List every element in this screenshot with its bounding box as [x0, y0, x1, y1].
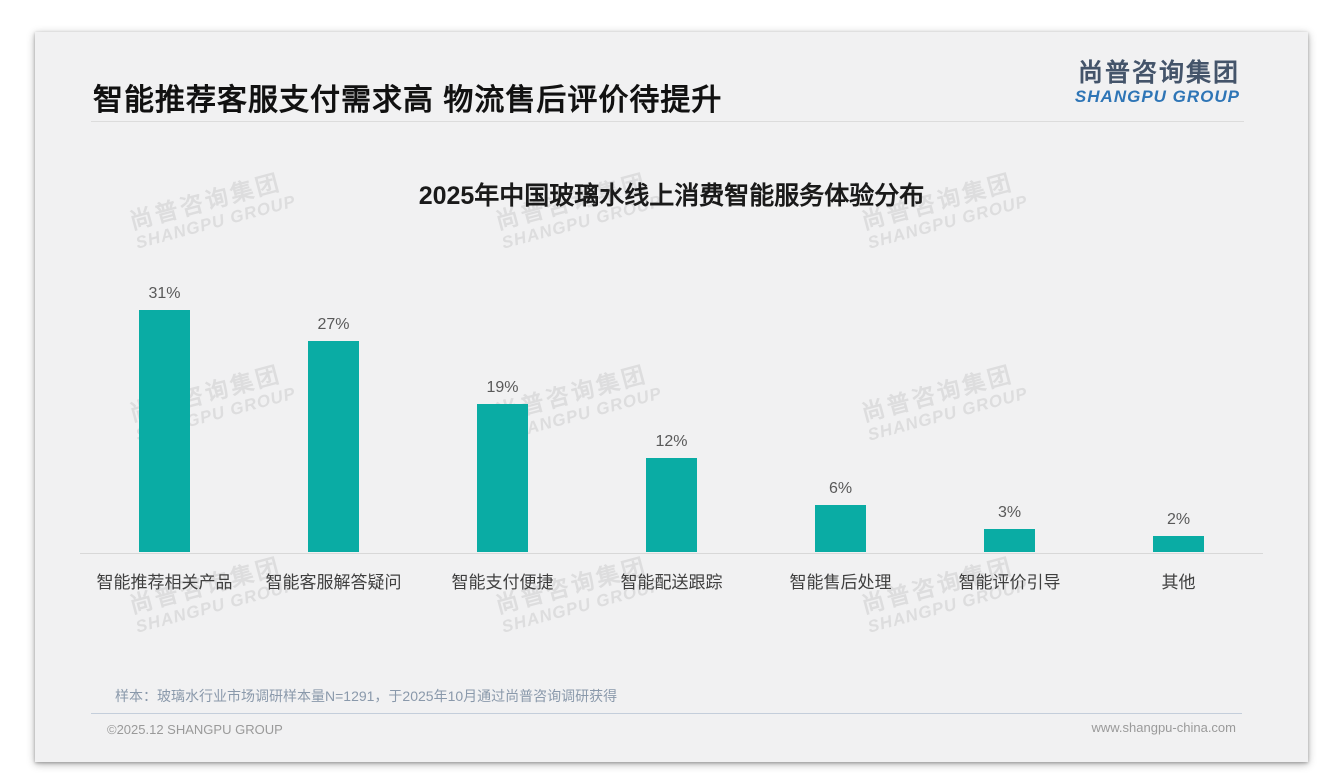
footer-divider — [91, 713, 1242, 714]
bar — [1153, 536, 1204, 552]
bar — [477, 404, 528, 552]
category-row: 智能推荐相关产品 智能客服解答疑问 智能支付便捷 智能配送跟踪 智能售后处理 智能评价引导… — [80, 568, 1263, 593]
bar-value-label: 31% — [148, 285, 181, 302]
bar — [815, 505, 866, 552]
bar — [139, 310, 190, 552]
bar-column: 27% — [249, 316, 418, 552]
slide-card: 尚普咨询集团 SHANGPU GROUP 尚普咨询集团 SHANGPU GROUP 尚普… — [35, 32, 1308, 762]
bar — [308, 341, 359, 552]
category-label: 智能评价引导 — [958, 573, 1061, 592]
category-label: 智能客服解答疑问 — [265, 573, 402, 592]
logo-english-text: SHANGPU GROUP — [1074, 86, 1240, 106]
bar-value-label: 6% — [828, 480, 853, 497]
category-label: 智能支付便捷 — [451, 573, 554, 592]
chart-title: 2025年中国玻璃水线上消费智能服务体验分布 — [418, 182, 925, 210]
bar-column: 2% — [1094, 511, 1263, 552]
watermark: 尚普咨询集团 SHANGPU GROUP — [127, 550, 298, 637]
bar-column: 12% — [587, 433, 756, 552]
x-axis-line — [80, 553, 1263, 554]
sample-note: 样本：玻璃水行业市场调研样本量N=1291，于2025年10月通过尚普咨询调研获… — [115, 688, 618, 704]
footer-copyright: ©2025.12 SHANGPU GROUP — [107, 722, 283, 737]
company-logo: 尚普咨询集团 SHANGPU GROUP — [1074, 59, 1240, 106]
logo-chinese-text: 尚普咨询集团 — [1077, 59, 1240, 87]
page-title: 智能推荐客服支付需求高 物流售后评价待提升 — [93, 84, 723, 117]
bar-value-label: 2% — [1166, 511, 1191, 528]
bar-value-label: 3% — [997, 504, 1022, 521]
bar-column: 3% — [925, 504, 1094, 552]
watermark: 尚普咨询集团 SHANGPU GROUP — [859, 550, 1030, 637]
bar-value-label: 12% — [655, 433, 688, 450]
bar — [984, 529, 1035, 552]
category-label: 智能配送跟踪 — [620, 573, 723, 592]
header-divider — [91, 121, 1244, 122]
watermark: 尚普咨询集团 SHANGPU GROUP — [493, 550, 664, 637]
bar — [646, 458, 697, 552]
bar-column: 31% — [80, 285, 249, 552]
bar-column: 19% — [418, 379, 587, 552]
category-label: 智能推荐相关产品 — [96, 573, 233, 592]
bars-row: 31% 27% 19% 12% 6% 3% 2% — [80, 285, 1263, 552]
bar-value-label: 19% — [486, 379, 519, 396]
category-label: 智能售后处理 — [789, 573, 892, 592]
bar-column: 6% — [756, 480, 925, 552]
category-label: 其他 — [1161, 573, 1196, 592]
footer-website: www.shangpu-china.com — [1091, 720, 1236, 735]
bar-value-label: 27% — [317, 316, 350, 333]
